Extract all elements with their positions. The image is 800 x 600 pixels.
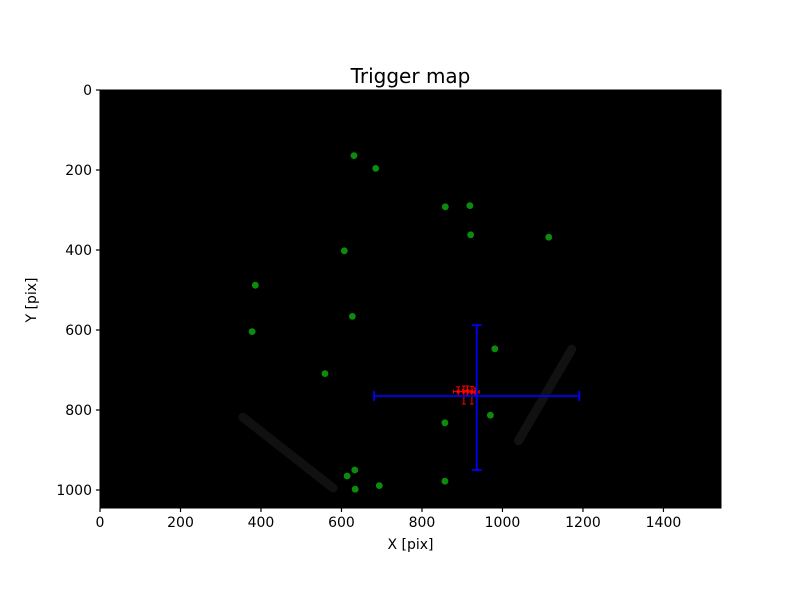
green-point (351, 485, 359, 493)
x-tick-label: 800 (409, 515, 436, 531)
red-point (462, 390, 466, 394)
x-tick-label: 0 (96, 515, 105, 531)
green-point (441, 419, 449, 427)
x-axis-label: X [pix] (387, 537, 434, 553)
y-tick-label: 800 (65, 403, 92, 419)
y-tick-label: 1000 (56, 483, 92, 499)
green-point (350, 152, 358, 160)
x-tick-label: 200 (167, 515, 194, 531)
green-point (321, 370, 329, 377)
green-point (375, 482, 383, 489)
faint-streak (514, 344, 577, 446)
x-tick-label: 1200 (565, 515, 601, 531)
red-point (456, 390, 460, 394)
green-point (372, 165, 380, 172)
y-axis-label: Y [pix] (24, 277, 40, 323)
chart-title: Trigger map (350, 64, 471, 88)
corner-annotation-text: JM 2020-1-4.5 02:47:01.05 UT (101, 501, 170, 507)
y-tick-label: 400 (65, 243, 92, 259)
green-point (343, 472, 351, 480)
y-tick-label: 200 (65, 163, 92, 179)
green-point (248, 328, 256, 335)
faint-streak (238, 412, 338, 493)
green-point (467, 231, 475, 239)
y-tick-label: 600 (65, 323, 92, 339)
green-point (251, 281, 259, 289)
x-tick-label: 1400 (646, 515, 682, 531)
green-point (348, 313, 356, 320)
green-point (441, 203, 449, 211)
green-point (351, 466, 359, 474)
green-point (466, 202, 474, 210)
green-point (340, 247, 348, 255)
green-point (441, 477, 449, 485)
x-tick-label: 400 (248, 515, 275, 531)
green-point (491, 345, 499, 353)
y-tick-label: 0 (83, 83, 92, 99)
red-point (473, 390, 477, 394)
x-tick-label: 1000 (485, 515, 521, 531)
green-point (486, 411, 494, 419)
plot-area (99, 89, 722, 509)
x-tick-label: 600 (328, 515, 355, 531)
green-point (545, 233, 553, 241)
